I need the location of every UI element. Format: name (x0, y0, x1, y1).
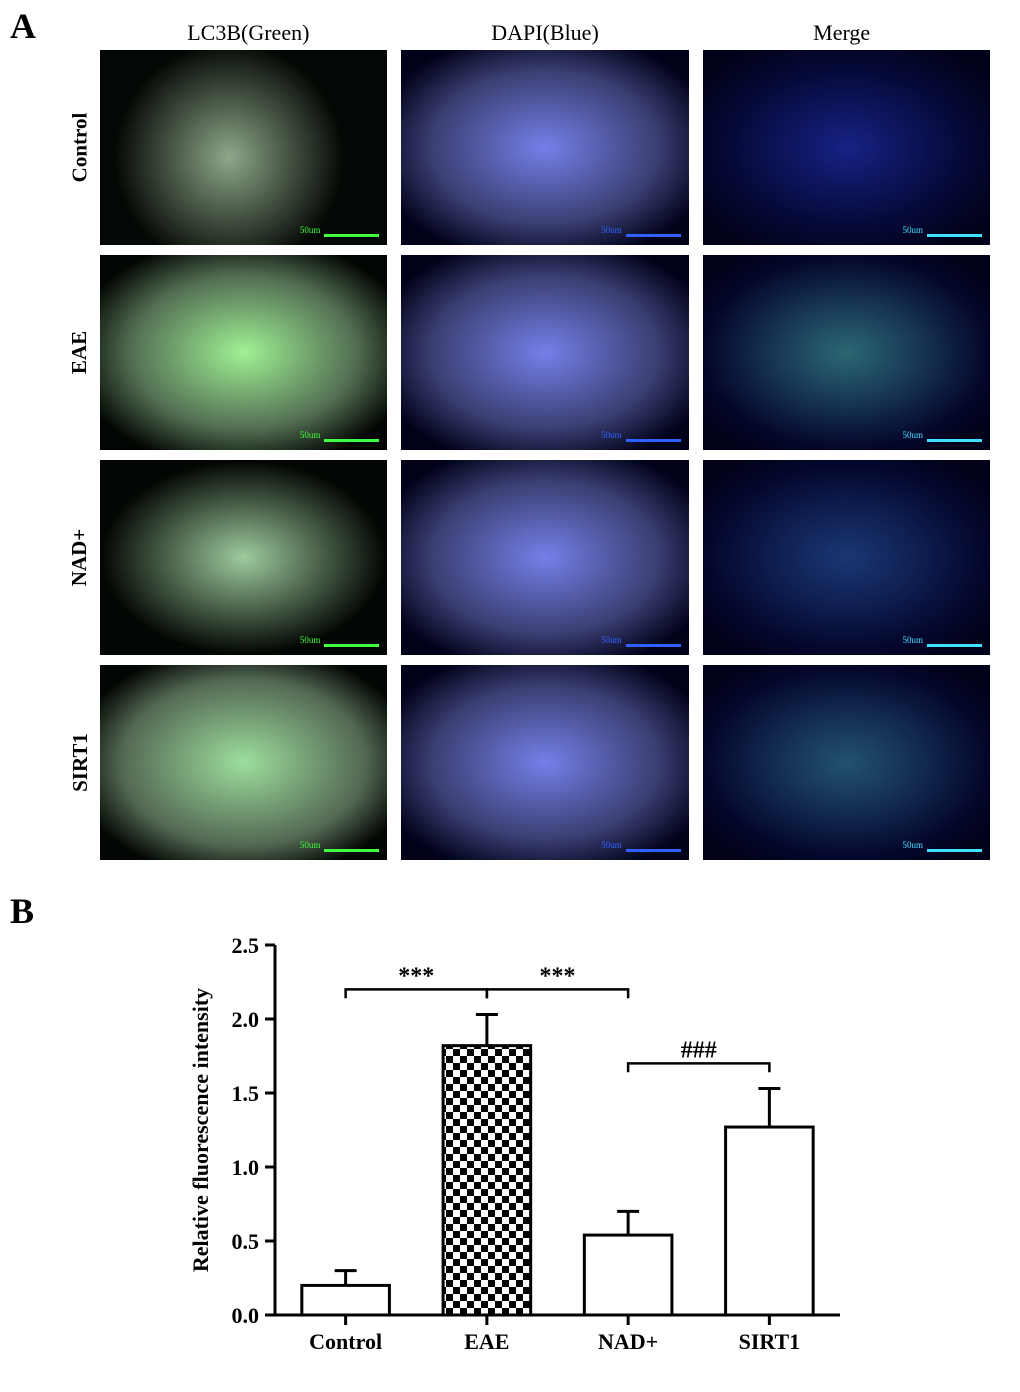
micrograph-cell: 50um (100, 665, 387, 860)
bar (726, 1127, 814, 1315)
scale-bar: 50um (601, 226, 681, 237)
panel-b-chart: 0.0 0.5 1.0 1.5 2.0 2.5 Relative fluorescence … (180, 930, 870, 1370)
col-header-dapi: DAPI(Blue) (397, 20, 694, 46)
panel-a-row: NAD+ 50um 50um 50um (60, 460, 990, 655)
micrograph-cell: 50um (703, 665, 990, 860)
micrograph-cell: 50um (100, 50, 387, 245)
panel-a-rows: Control50um50um50umEAE50um50um50umNAD+50… (60, 50, 990, 860)
figure-root: A LC3B(Green) DAPI(Blue) Merge Control50… (0, 0, 1020, 1392)
scale-bar: 50um (601, 431, 681, 442)
scale-bar: 50um (300, 841, 380, 852)
micrograph-cell: 50um (703, 255, 990, 450)
row-label: Control (60, 50, 100, 245)
bar (443, 1046, 531, 1315)
micrograph-cell: 50um (401, 50, 688, 245)
scale-bar: 50um (601, 636, 681, 647)
y-tick-label: 2.0 (232, 1007, 260, 1032)
x-tick-label: SIRT1 (739, 1329, 801, 1354)
scale-bar: 50um (902, 841, 982, 852)
significance-label: *** (398, 963, 434, 989)
x-tick-label: EAE (464, 1329, 509, 1354)
micrograph-cell: 50um (703, 50, 990, 245)
significance-label: *** (540, 963, 576, 989)
scale-bar: 50um (601, 841, 681, 852)
panel-a: LC3B(Green) DAPI(Blue) Merge Control50um… (60, 20, 990, 870)
significance-label: ### (681, 1037, 717, 1063)
micrograph-cell: 50um (703, 460, 990, 655)
panel-a-col-headers: LC3B(Green) DAPI(Blue) Merge (100, 20, 990, 46)
row-label: EAE (60, 255, 100, 450)
significance-bracket (346, 989, 487, 998)
y-tick-label: 0.5 (232, 1229, 260, 1254)
row-cells: 50um 50um 50um (100, 665, 990, 860)
col-header-lc3b: LC3B(Green) (100, 20, 397, 46)
bar (584, 1235, 672, 1315)
y-tick-label: 2.5 (232, 933, 260, 958)
x-tick-label: Control (309, 1329, 382, 1354)
micrograph-cell: 50um (100, 460, 387, 655)
row-label: NAD+ (60, 460, 100, 655)
significance-bracket (487, 989, 628, 998)
panel-a-row: Control 50um 50um 50um (60, 50, 990, 245)
panel-a-row: EAE 50um 50um 50um (60, 255, 990, 450)
chart-svg: 0.0 0.5 1.0 1.5 2.0 2.5 Relative fluorescence … (180, 930, 870, 1370)
col-header-merge: Merge (693, 20, 990, 46)
y-tick-label: 1.0 (232, 1155, 260, 1180)
scale-bar: 50um (300, 226, 380, 237)
row-label: SIRT1 (60, 665, 100, 860)
row-cells: 50um 50um 50um (100, 50, 990, 245)
panel-letter-b: B (10, 890, 34, 932)
row-cells: 50um 50um 50um (100, 255, 990, 450)
y-tick-label: 1.5 (232, 1081, 260, 1106)
x-tick-label: NAD+ (598, 1329, 658, 1354)
micrograph-cell: 50um (401, 665, 688, 860)
panel-letter-a: A (10, 5, 36, 47)
scale-bar: 50um (902, 636, 982, 647)
micrograph-cell: 50um (401, 255, 688, 450)
scale-bar: 50um (300, 431, 380, 442)
bar (302, 1285, 390, 1315)
y-axis-label: Relative fluorescence intensity (188, 988, 213, 1272)
row-cells: 50um 50um 50um (100, 460, 990, 655)
micrograph-cell: 50um (100, 255, 387, 450)
scale-bar: 50um (300, 636, 380, 647)
scale-bar: 50um (902, 226, 982, 237)
micrograph-cell: 50um (401, 460, 688, 655)
significance-bracket (628, 1063, 769, 1072)
panel-a-row: SIRT1 50um 50um 50um (60, 665, 990, 860)
y-tick-label: 0.0 (232, 1303, 260, 1328)
scale-bar: 50um (902, 431, 982, 442)
